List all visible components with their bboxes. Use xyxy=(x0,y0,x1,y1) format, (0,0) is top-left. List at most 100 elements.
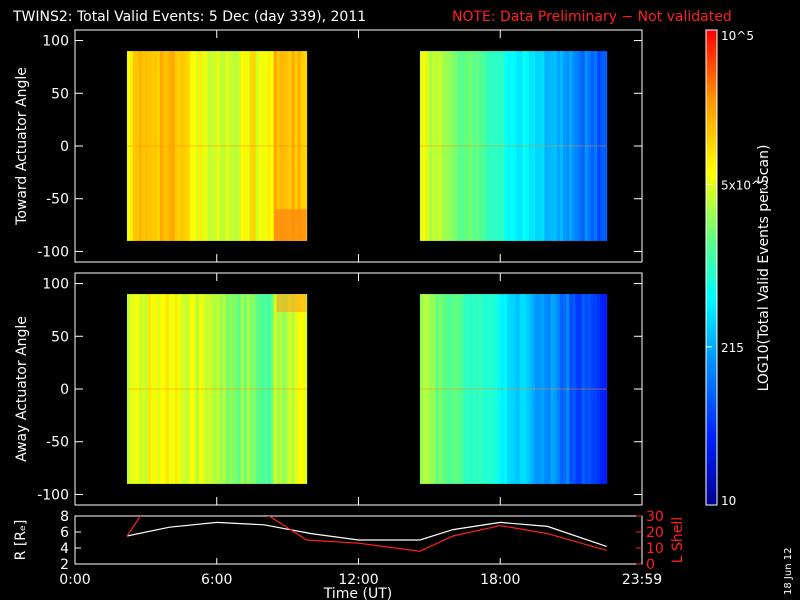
heatmap-column xyxy=(264,294,269,484)
heatmap-column xyxy=(488,294,493,484)
heatmap-column xyxy=(581,294,586,484)
x-tick-label: 23:59 xyxy=(622,572,662,588)
heatmap-block-1 xyxy=(419,51,608,241)
heatmap-column xyxy=(171,51,176,241)
heatmap-column xyxy=(249,294,254,484)
heatmap-column xyxy=(156,51,161,241)
heatmap-column xyxy=(587,294,592,484)
heatmap-column xyxy=(261,51,266,241)
heatmap-column xyxy=(225,51,230,241)
heatmap-column xyxy=(559,51,564,241)
heatmap-column xyxy=(213,294,218,484)
heatmap-column xyxy=(544,51,549,241)
heatmap-column xyxy=(300,51,305,241)
heatmap-column xyxy=(519,51,524,241)
heatmap-column xyxy=(297,294,302,484)
x-tick-label: 6:00 xyxy=(201,572,232,588)
heatmap-column xyxy=(267,294,272,484)
heatmap-column xyxy=(541,294,545,484)
y-tick-label: 8 xyxy=(60,509,69,525)
heatmap-column xyxy=(147,294,152,484)
heatmap-column xyxy=(168,51,173,241)
heatmap-column xyxy=(538,51,542,241)
colorbar-tick-label: 10^5 xyxy=(721,29,754,43)
heatmap-column xyxy=(138,51,143,241)
heatmap-column xyxy=(276,294,281,484)
heatmap-column xyxy=(183,51,188,241)
heatmap-column xyxy=(556,51,561,241)
heatmap-column xyxy=(126,51,131,241)
heatmap-column xyxy=(267,51,272,241)
heatmap-column xyxy=(419,51,424,241)
heatmap-column xyxy=(129,51,134,241)
heatmap-column xyxy=(423,51,427,241)
colorbar-tick-label: 215 xyxy=(721,341,744,355)
heatmap-column xyxy=(423,294,427,484)
heatmap-column xyxy=(222,51,227,241)
heatmap-column xyxy=(126,294,131,484)
heatmap-column xyxy=(466,51,471,241)
time-xlabel: Time (UT) xyxy=(323,586,392,600)
heatmap-column xyxy=(525,51,530,241)
zero-angle-band xyxy=(126,388,307,390)
heatmap-column xyxy=(441,294,446,484)
heatmap-column xyxy=(192,51,197,241)
heatmap-column xyxy=(460,294,465,484)
heatmap-column xyxy=(162,51,167,241)
heatmap-column xyxy=(507,294,511,484)
heatmap-column xyxy=(528,294,533,484)
heatmap-column xyxy=(435,294,440,484)
y-tick-label: 2 xyxy=(60,557,69,573)
heatmap-column xyxy=(237,51,242,241)
heatmap-column xyxy=(231,294,236,484)
heatmap-column xyxy=(210,294,215,484)
heatmap-column xyxy=(249,51,254,241)
heatmap-column xyxy=(522,294,527,484)
heatmap-column xyxy=(237,294,242,484)
heatmap-column xyxy=(177,51,182,241)
heatmap-column xyxy=(507,51,511,241)
heatmap-column xyxy=(500,51,505,241)
heatmap-column xyxy=(135,51,140,241)
heatmap-column xyxy=(198,294,203,484)
heatmap-column xyxy=(273,294,278,484)
heatmap-column xyxy=(594,51,598,241)
colorbar-tick-label: 10 xyxy=(721,494,736,508)
heatmap-column xyxy=(584,294,589,484)
heatmap-column xyxy=(156,294,161,484)
heatmap-block-0 xyxy=(126,294,308,484)
high-count-patch xyxy=(276,294,307,313)
away-heatmap xyxy=(126,294,608,484)
heatmap-column xyxy=(563,51,567,241)
heatmap-column xyxy=(479,51,483,241)
heatmap-column xyxy=(503,294,508,484)
heatmap-column xyxy=(219,51,224,241)
y-tick-label: -100 xyxy=(37,244,69,260)
heatmap-column xyxy=(204,51,209,241)
heatmap-column xyxy=(491,294,496,484)
heatmap-column xyxy=(578,51,583,241)
zero-angle-band xyxy=(419,388,607,390)
heatmap-column xyxy=(258,51,263,241)
colorbar-tick-label: 5x10^3 xyxy=(721,178,769,192)
heatmap-column xyxy=(519,294,524,484)
heatmap-column xyxy=(444,294,449,484)
heatmap-column xyxy=(279,294,284,484)
heatmap-column xyxy=(475,294,480,484)
x-tick-label: 0:00 xyxy=(59,572,90,588)
heatmap-column xyxy=(569,51,573,241)
heatmap-column xyxy=(204,294,209,484)
heatmap-column xyxy=(159,294,164,484)
heatmap-column xyxy=(165,294,170,484)
y-tick-label: 0 xyxy=(60,139,69,155)
heatmap-column xyxy=(429,294,433,484)
heatmap-column xyxy=(575,51,580,241)
heatmap-column xyxy=(553,294,558,484)
heatmap-column xyxy=(303,51,308,241)
heatmap-column xyxy=(171,294,176,484)
heatmap-column xyxy=(535,294,539,484)
heatmap-column xyxy=(479,294,483,484)
y-tick-label: 6 xyxy=(60,525,69,541)
heatmap-column xyxy=(177,294,182,484)
